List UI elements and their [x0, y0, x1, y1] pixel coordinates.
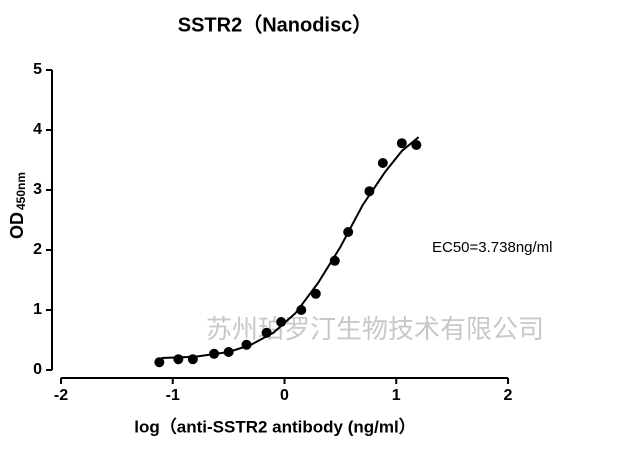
x-tick-label: 2	[504, 387, 513, 404]
x-tick-label: -2	[54, 387, 68, 404]
y-axis-label-group: OD 450nm	[7, 172, 28, 239]
x-tick-label: 1	[392, 387, 401, 404]
chart-title: SSTR2（Nanodisc）	[178, 13, 372, 36]
y-tick-label: 2	[33, 241, 42, 258]
ec50-annotation: EC50=3.738ng/ml	[432, 239, 553, 256]
y-axis-label: OD	[7, 212, 27, 239]
x-tick-label: -1	[166, 387, 180, 404]
data-point	[377, 158, 388, 168]
y-tick-label: 0	[33, 361, 42, 378]
y-tick-label: 1	[33, 301, 42, 318]
data-point	[154, 357, 165, 368]
y-axis-label-sub: 450nm	[14, 172, 28, 210]
watermark: 苏州珀罗汀生物技术有限公司	[206, 314, 544, 344]
x-axis-label: log（anti-SSTR2 antibody (ng/ml）	[134, 416, 415, 436]
data-point	[364, 186, 375, 197]
y-tick-label: 3	[33, 181, 42, 198]
data-point	[173, 354, 184, 365]
y-tick-label: 5	[33, 61, 42, 78]
y-tick-label: 4	[33, 121, 42, 138]
x-tick-label: 0	[280, 387, 289, 404]
data-point	[396, 138, 407, 149]
fit-curve	[161, 136, 420, 359]
data-point	[310, 288, 321, 299]
data-point	[411, 140, 422, 150]
